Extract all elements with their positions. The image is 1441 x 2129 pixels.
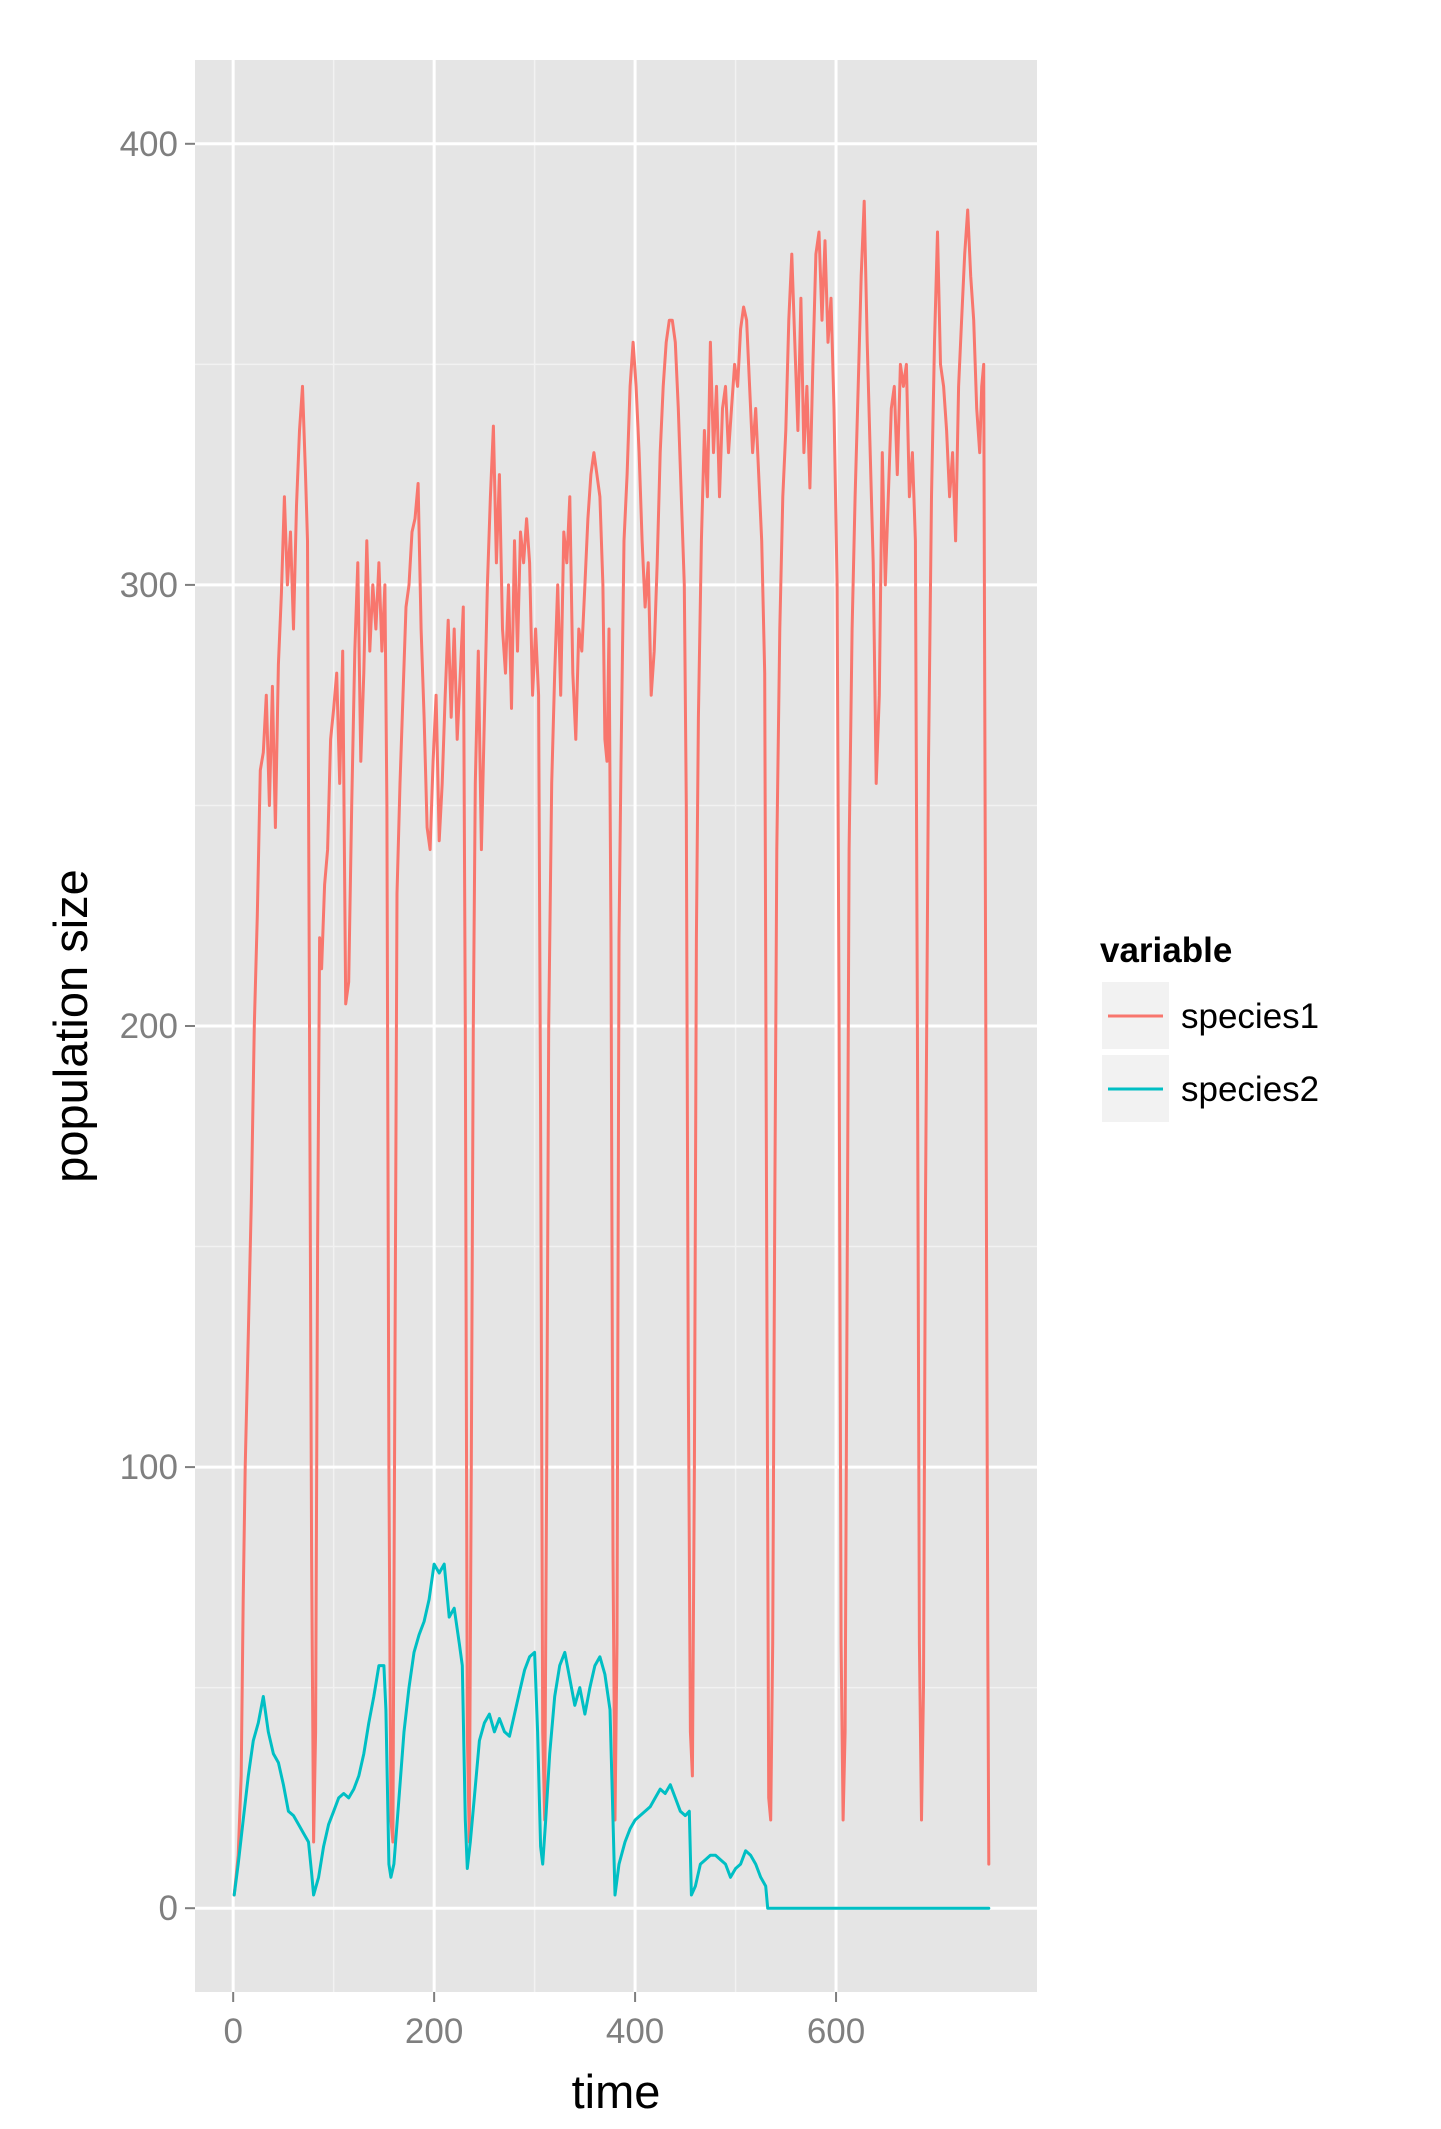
legend-item-species1: species1 (1100, 980, 1319, 1051)
x-axis: 0 200 400 600 (223, 1992, 865, 2051)
y-tick-label: 200 (120, 1007, 178, 1046)
x-tick-label: 0 (223, 2012, 242, 2051)
y-tick-label: 400 (120, 125, 178, 164)
series-line-species2 (232, 1562, 991, 1910)
x-tick-label: 600 (807, 2012, 865, 2051)
legend-items: species1 species2 (1100, 980, 1319, 1124)
legend-label: species1 (1181, 997, 1319, 1036)
y-axis: 0 100 200 300 400 (120, 125, 195, 1928)
y-tick-label: 0 (159, 1889, 178, 1928)
y-tick-label: 300 (120, 566, 178, 605)
y-axis-title: population size (44, 869, 97, 1183)
x-tick-label: 200 (405, 2012, 463, 2051)
series-layer (232, 199, 991, 1910)
x-axis-title: time (572, 2065, 661, 2118)
x-tick-label: 400 (606, 2012, 664, 2051)
legend-item-species2: species2 (1100, 1053, 1319, 1124)
legend-title: variable (1100, 931, 1232, 970)
legend-label: species2 (1181, 1070, 1319, 1109)
major-gridlines (195, 60, 1037, 1992)
series-line-species1 (232, 199, 991, 1897)
y-tick-label: 100 (120, 1448, 178, 1487)
legend: variable species1 species2 (1100, 931, 1319, 1124)
